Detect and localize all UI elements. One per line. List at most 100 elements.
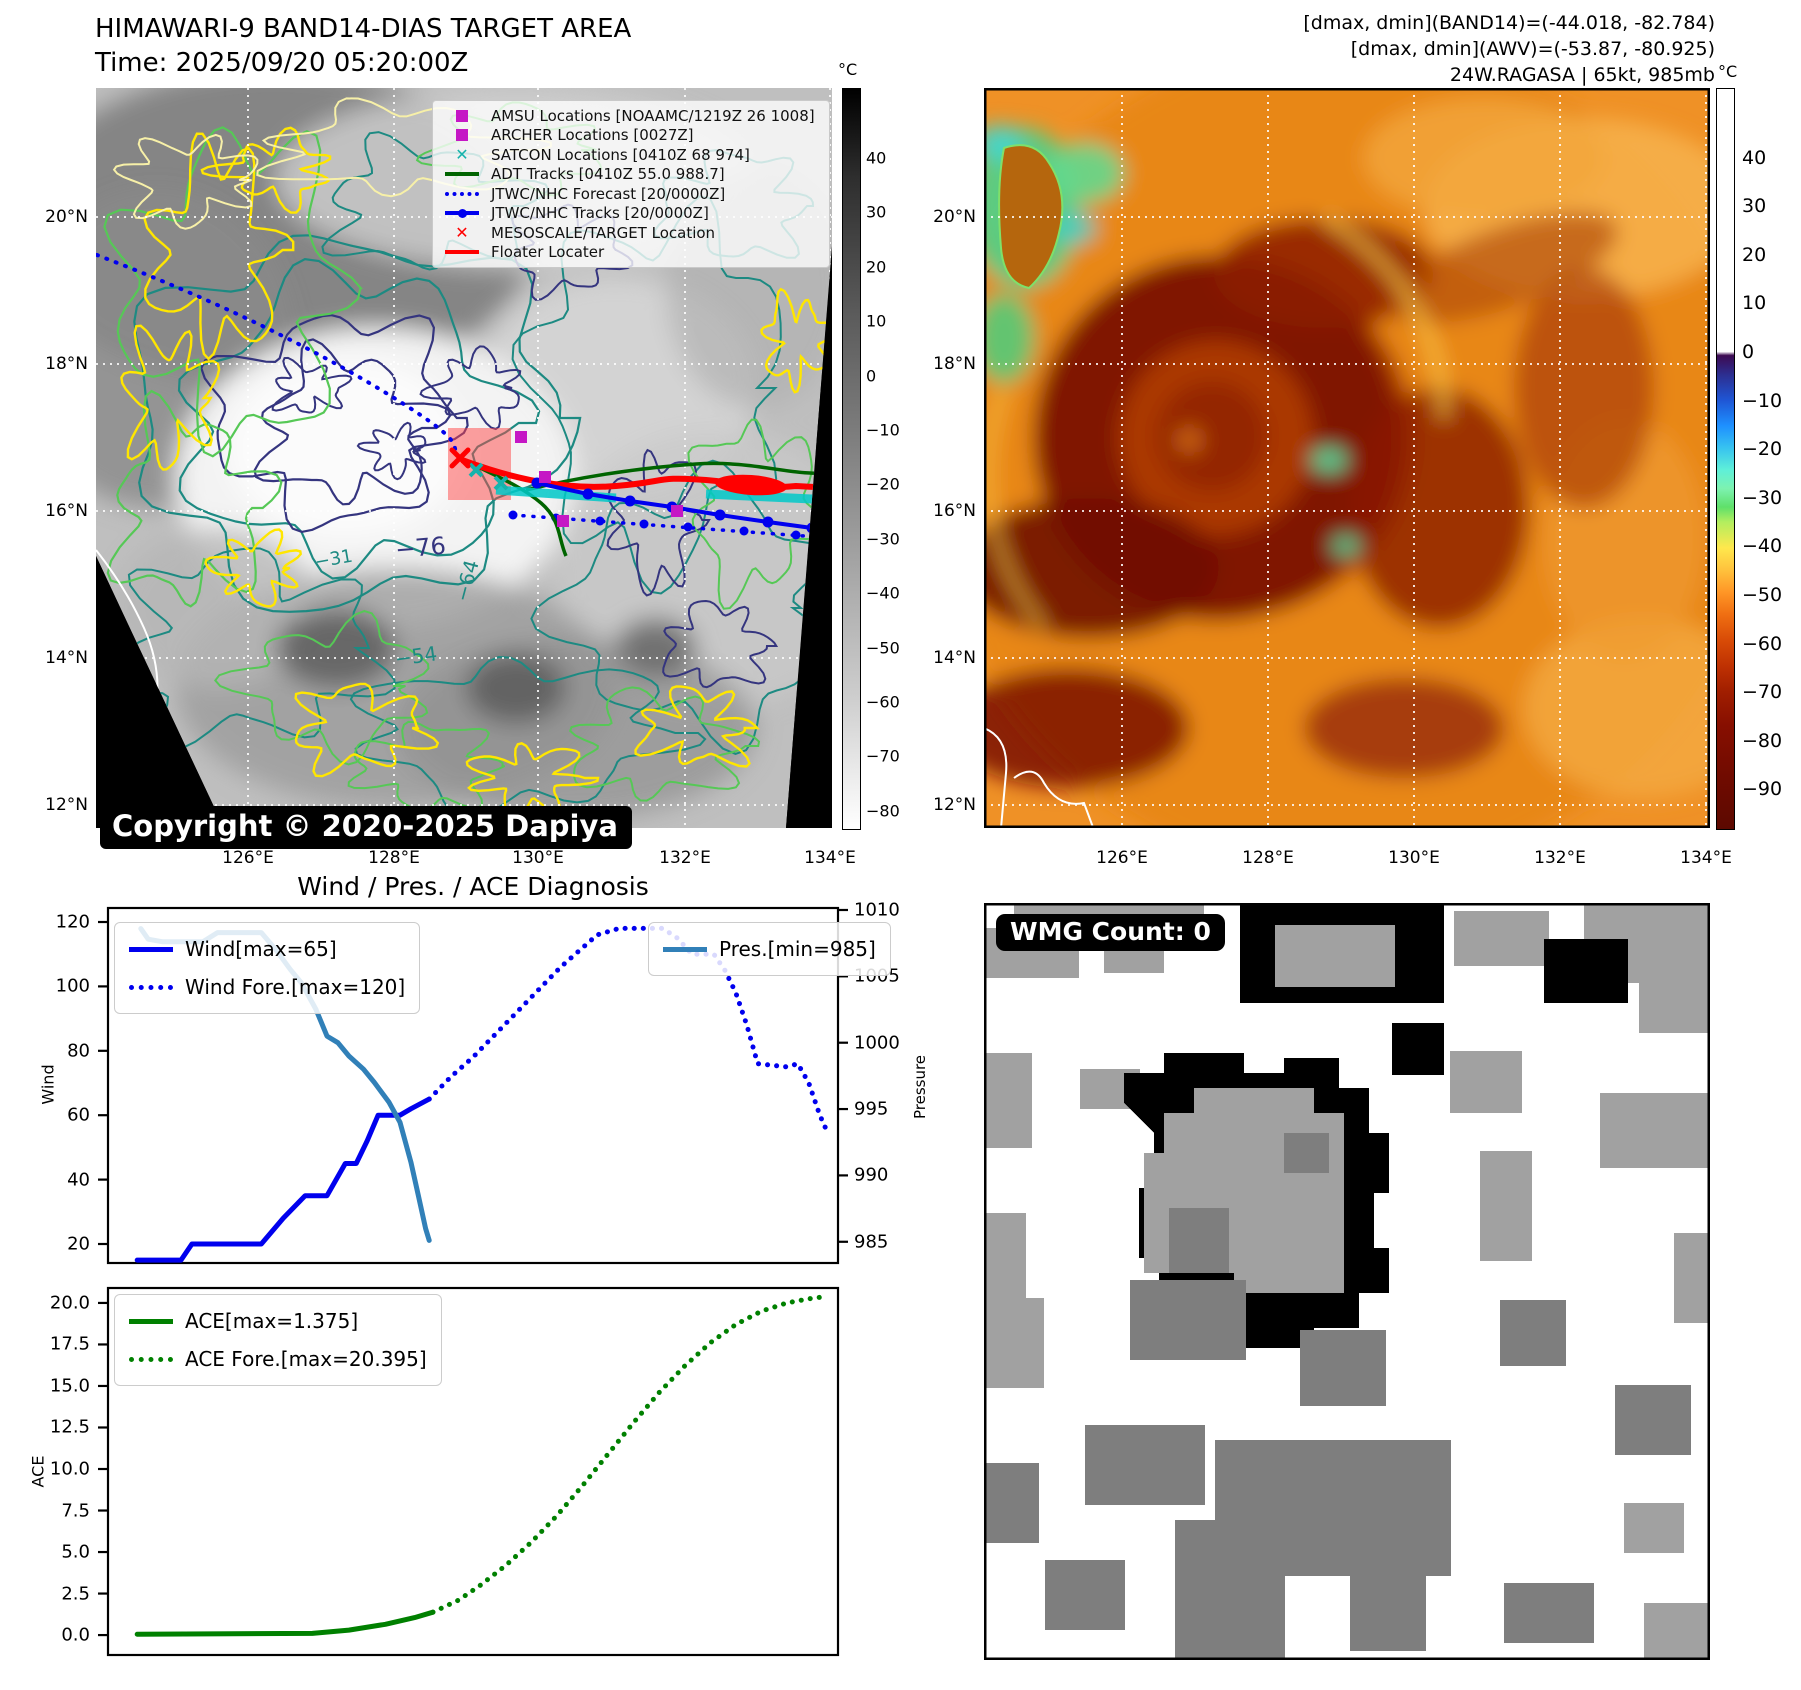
- pressure-ytick: 990: [854, 1164, 889, 1186]
- square-magenta-icon: [433, 109, 491, 122]
- target-x-marker: [449, 447, 471, 469]
- band14-colorbar-tick: −40: [866, 583, 900, 603]
- wind-ytick: 40: [67, 1169, 90, 1191]
- band14-colorbar-tick: −10: [866, 420, 900, 440]
- wmg-dark-gray-blocks: [984, 1133, 1691, 1660]
- awv-lat-tick: 12°N: [933, 795, 976, 815]
- line-green-icon: [433, 172, 491, 177]
- svg-text:−76: −76: [394, 532, 447, 564]
- ace-ytick: 20.0: [49, 1292, 90, 1314]
- band14-time: Time: 2025/09/20 05:20:00Z: [95, 48, 469, 78]
- square-magenta-icon: [433, 129, 491, 142]
- wind-legend: Wind[max=65] Wind Fore.[max=120]: [114, 922, 421, 1014]
- map-legend-item: ARCHER Locations [0027Z]: [433, 126, 829, 146]
- awv-colorbar-tick: −60: [1742, 632, 1783, 655]
- wind-swatch: [129, 946, 173, 952]
- map-legend-item: AMSU Locations [NOAAMC/1219Z 26 1008]: [433, 106, 829, 126]
- map-legend-label: JTWC/NHC Tracks [20/0000Z]: [491, 204, 709, 223]
- awv-colorbar-tick: −10: [1742, 389, 1783, 412]
- map-legend-label: ADT Tracks [0410Z 55.0 988.7]: [491, 165, 725, 184]
- island-landmass: [998, 144, 1064, 290]
- awv-lon-tick: 134°E: [1680, 848, 1732, 868]
- ace-fore-swatch: [129, 1356, 173, 1362]
- band14-lon-tick: 132°E: [659, 848, 711, 868]
- wind-ytick: 100: [55, 975, 90, 997]
- band14-title: HIMAWARI-9 BAND14-DIAS TARGET AREA: [95, 14, 632, 44]
- ace-ytick: 7.5: [61, 1500, 90, 1522]
- ace-legend: ACE[max=1.375] ACE Fore.[max=20.395]: [114, 1294, 442, 1386]
- line-red-icon: [433, 250, 491, 255]
- band14-lon-tick: 126°E: [222, 848, 274, 868]
- band14-colorbar-tick: −60: [866, 692, 900, 712]
- pressure-legend: Pres.[min=985]: [648, 922, 891, 976]
- copyright-note: Copyright © 2020-2025 Dapiya: [100, 806, 632, 849]
- band14-colorbar-tick: 10: [866, 311, 887, 331]
- ace-ytick: 10.0: [49, 1458, 90, 1480]
- dmax-dmin-band14: [dmax, dmin](BAND14)=(-44.018, -82.784): [1303, 12, 1715, 34]
- band14-colorbar-tick: 0: [866, 366, 877, 386]
- band14-colorbar-tick: −30: [866, 529, 900, 549]
- map-legend-item: ADT Tracks [0410Z 55.0 988.7]: [433, 165, 829, 185]
- map-legend-item: ✕ SATCON Locations [0410Z 68 974]: [433, 145, 829, 165]
- ace-chart: [98, 1286, 840, 1657]
- coastline: [984, 727, 1095, 828]
- map-legend-label: JTWC/NHC Forecast [20/0000Z]: [491, 184, 726, 203]
- storm-id-intensity: 24W.RAGASA | 65kt, 985mb: [1449, 64, 1715, 86]
- awv-colorbar-tick: −30: [1742, 486, 1783, 509]
- map-legend-item: Floater Locater: [433, 243, 829, 263]
- awv-colorbar-unit: °C: [1718, 62, 1738, 81]
- ace-fore-legend-label: ACE Fore.[max=20.395]: [185, 1347, 427, 1371]
- map-legend-item: JTWC/NHC Forecast [20/0000Z]: [433, 184, 829, 204]
- map-legend-label: Floater Locater: [491, 243, 605, 262]
- floater-blob: [715, 474, 787, 496]
- band14-lat-tick: 12°N: [45, 795, 88, 815]
- wind-ytick: 120: [55, 911, 90, 933]
- wind-ytick: 20: [67, 1233, 90, 1255]
- forecast-points: [508, 510, 801, 540]
- band14-colorbar-tick: 40: [866, 148, 887, 168]
- band14-colorbar-tick: −80: [866, 801, 900, 821]
- awv-colorbar-tick: 20: [1742, 243, 1767, 266]
- awv-colorbar-tick: −70: [1742, 681, 1783, 704]
- ace-ytick: 5.0: [61, 1541, 90, 1563]
- wind-fore-swatch: [129, 984, 173, 990]
- ace-ytick: 17.5: [49, 1333, 90, 1355]
- pressure-legend-label: Pres.[min=985]: [719, 937, 876, 961]
- band14-lon-tick: 134°E: [804, 848, 856, 868]
- svg-text:−54: −54: [393, 641, 438, 671]
- wind-legend-label: Wind[max=65]: [185, 937, 337, 961]
- awv-lon-tick: 128°E: [1242, 848, 1294, 868]
- ace-ytick: 2.5: [61, 1583, 90, 1605]
- map-legend-label: SATCON Locations [0410Z 68 974]: [491, 145, 750, 164]
- ace-legend-label: ACE[max=1.375]: [185, 1309, 359, 1333]
- band14-lat-tick: 18°N: [45, 354, 88, 374]
- awv-colorbar-tick: −40: [1742, 535, 1783, 558]
- map-legend-item: JTWC/NHC Tracks [20/0000Z]: [433, 204, 829, 224]
- wind-ytick: 80: [67, 1040, 90, 1062]
- band14-lat-tick: 14°N: [45, 648, 88, 668]
- x-cyan-icon: ✕: [455, 144, 469, 164]
- awv-lon-tick: 130°E: [1388, 848, 1440, 868]
- band14-colorbar-tick: −50: [866, 638, 900, 658]
- awv-lat-tick: 16°N: [933, 501, 976, 521]
- map-legend-label: AMSU Locations [NOAAMC/1219Z 26 1008]: [491, 106, 815, 125]
- ace-swatch: [129, 1318, 173, 1324]
- x-red-icon: ✕: [455, 222, 469, 242]
- pressure-ytick: 1010: [854, 899, 900, 921]
- awv-colorbar-tick: 40: [1742, 146, 1767, 169]
- awv-colorbar-tick: 0: [1742, 341, 1755, 363]
- pressure-ytick: 995: [854, 1098, 889, 1120]
- pressure-swatch: [663, 946, 707, 952]
- dotted-blue-icon: [433, 191, 491, 196]
- band14-lon-tick: 128°E: [368, 848, 420, 868]
- jtwc-track: [536, 481, 832, 534]
- pressure-ytick: 1000: [854, 1032, 900, 1054]
- band14-lat-tick: 20°N: [45, 207, 88, 227]
- pressure-ytick: 985: [854, 1231, 889, 1253]
- line-dot-blue-icon: [433, 209, 491, 219]
- ace-ytick: 12.5: [49, 1416, 90, 1438]
- wind-ytick: 60: [67, 1104, 90, 1126]
- wmg-count-badge: WMG Count: 0: [996, 914, 1225, 951]
- amsu-archer-points: [515, 431, 683, 527]
